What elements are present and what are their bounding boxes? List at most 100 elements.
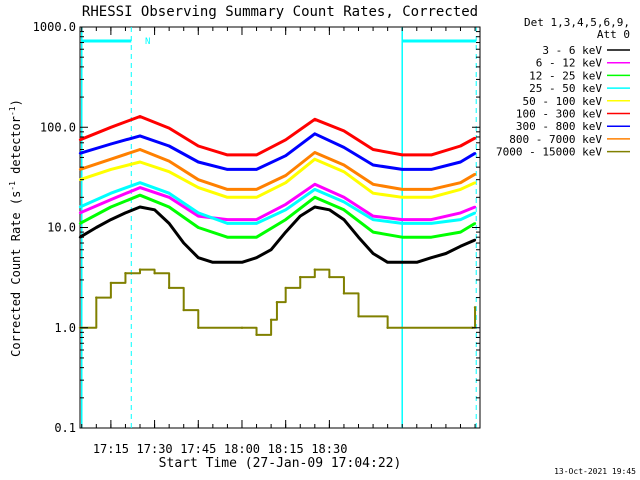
series-4-point-1 bbox=[109, 168, 113, 171]
series-2-point-8 bbox=[313, 196, 316, 199]
x-tick-label-0: 17:15 bbox=[93, 442, 129, 456]
series-1-point-3 bbox=[167, 196, 171, 199]
series-4 bbox=[78, 157, 477, 199]
series-6-point-11 bbox=[401, 168, 404, 171]
series-0-point-15 bbox=[299, 214, 302, 218]
plot-frame bbox=[79, 26, 481, 429]
series-0-point-12 bbox=[255, 256, 258, 259]
series-1-point-12 bbox=[430, 218, 433, 221]
x-tick-label-3: 18:00 bbox=[224, 442, 260, 456]
series-8-point-6 bbox=[167, 286, 171, 290]
series-0-point-18 bbox=[342, 218, 346, 221]
series-3-point-7 bbox=[284, 208, 287, 211]
legend-label-8: 7000 - 15000 keV bbox=[496, 146, 602, 159]
y-axis: 0.1 1.0 10.0 100.0 1000.0 bbox=[33, 20, 480, 435]
series-0-point-7 bbox=[182, 241, 185, 245]
series-1-point-14 bbox=[473, 205, 477, 209]
series-1-point-2 bbox=[138, 186, 142, 189]
series-5 bbox=[78, 115, 477, 157]
series-5-point-13 bbox=[459, 144, 462, 148]
series-1-point-1 bbox=[109, 198, 113, 201]
series-2-point-12 bbox=[430, 236, 433, 239]
series-line-0 bbox=[79, 205, 476, 264]
series-5-point-8 bbox=[313, 118, 316, 121]
legend-label-0: 3 - 6 keV bbox=[542, 44, 602, 57]
series-7-point-5 bbox=[226, 188, 229, 191]
series-0-point-8 bbox=[197, 256, 200, 259]
series-1-point-13 bbox=[459, 211, 462, 215]
series-4-point-8 bbox=[313, 158, 316, 161]
legend-label-6: 300 - 800 keV bbox=[516, 120, 602, 133]
series-3-point-9 bbox=[342, 200, 346, 204]
series-7-point-6 bbox=[255, 188, 258, 191]
series-5-point-5 bbox=[226, 153, 229, 157]
series-5-point-6 bbox=[255, 153, 258, 157]
series-3-point-4 bbox=[197, 211, 200, 215]
series-8-point-17 bbox=[342, 292, 346, 295]
series-4-point-7 bbox=[284, 181, 287, 184]
series-2-point-4 bbox=[197, 226, 200, 229]
series-5-point-0 bbox=[78, 138, 82, 141]
series-0-point-14 bbox=[284, 230, 287, 234]
series-3-point-14 bbox=[473, 211, 477, 215]
series-8-point-4 bbox=[138, 268, 142, 271]
series-0-point-19 bbox=[357, 236, 360, 239]
y-axis-label: Corrected Count Rate (s-1 detector-1) bbox=[8, 99, 23, 357]
series-3-point-13 bbox=[459, 218, 462, 221]
series-5-point-4 bbox=[197, 144, 200, 148]
series-7-point-9 bbox=[342, 163, 346, 167]
series-2-point-13 bbox=[459, 230, 462, 234]
series-8-point-1 bbox=[95, 296, 98, 299]
series-8-point-2 bbox=[109, 281, 113, 285]
series-2-point-14 bbox=[473, 222, 477, 225]
series-4-point-12 bbox=[430, 196, 433, 199]
series-3-point-3 bbox=[167, 192, 171, 195]
series-4-point-11 bbox=[401, 196, 404, 199]
legend-header-line1: Det 1,3,4,5,6,9, bbox=[524, 16, 630, 29]
series-8-point-19 bbox=[386, 326, 389, 329]
series-3-point-1 bbox=[109, 192, 113, 195]
x-axis-label: Start Time (27-Jan-09 17:04:22) bbox=[159, 456, 402, 471]
series-6-point-9 bbox=[342, 146, 346, 149]
series-2-point-2 bbox=[138, 194, 142, 197]
series-7 bbox=[78, 148, 477, 191]
series-5-point-3 bbox=[167, 126, 171, 130]
series-5-point-11 bbox=[401, 153, 404, 157]
series-8-point-14 bbox=[299, 275, 302, 279]
chart-title: RHESSI Observing Summary Count Rates, Co… bbox=[82, 4, 478, 20]
series-0-point-1 bbox=[95, 226, 98, 229]
series-7-point-7 bbox=[284, 174, 287, 177]
series-2-point-3 bbox=[167, 205, 171, 209]
series-8-point-13 bbox=[284, 286, 287, 290]
series-2 bbox=[78, 193, 477, 239]
series-1-point-9 bbox=[342, 196, 346, 199]
series-0-point-17 bbox=[328, 208, 331, 211]
series-3-point-11 bbox=[401, 222, 404, 225]
series-6-point-4 bbox=[197, 160, 200, 164]
series-0-point-25 bbox=[444, 252, 448, 255]
series-3-point-6 bbox=[255, 222, 258, 225]
series-0-point-22 bbox=[401, 261, 404, 264]
series-8-point-9 bbox=[240, 326, 244, 329]
series-0-point-4 bbox=[138, 205, 142, 209]
legend-label-1: 6 - 12 keV bbox=[536, 57, 603, 70]
series-6-point-13 bbox=[459, 160, 462, 164]
x-axis: 17:15 17:30 17:45 18:00 18:15 18:30 bbox=[81, 27, 476, 456]
series-6-point-8 bbox=[313, 132, 316, 135]
series-3-point-12 bbox=[430, 222, 433, 225]
series-line-6 bbox=[79, 132, 476, 171]
legend-label-4: 50 - 100 keV bbox=[523, 95, 603, 108]
series-0-point-13 bbox=[269, 248, 273, 251]
series-7-point-3 bbox=[167, 159, 171, 163]
series-7-point-2 bbox=[138, 148, 142, 151]
series-1-point-5 bbox=[226, 218, 229, 221]
series-3-point-5 bbox=[226, 222, 229, 225]
series-0-point-5 bbox=[153, 208, 156, 211]
series-8-point-8 bbox=[197, 326, 200, 329]
series-3 bbox=[78, 181, 477, 225]
series-1-point-8 bbox=[313, 183, 316, 186]
series-3-point-0 bbox=[78, 205, 82, 209]
series-2-point-10 bbox=[371, 230, 375, 234]
series-6-point-1 bbox=[109, 142, 113, 146]
series-8-point-16 bbox=[328, 275, 331, 279]
